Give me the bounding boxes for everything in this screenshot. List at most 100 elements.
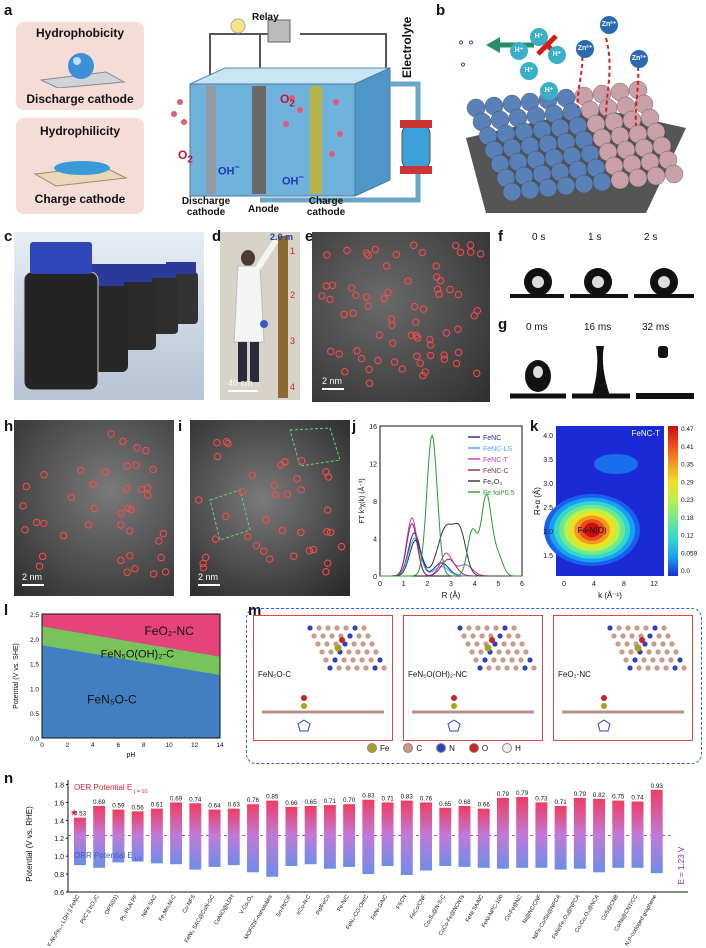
structure-box-2: FeO₂-NC: [553, 615, 693, 741]
legend-item-c: C: [403, 743, 422, 753]
oer-bar: [304, 805, 317, 836]
catalyst-label: Pd/FeCo: [315, 894, 331, 916]
zn-ion: Zn²⁺: [600, 16, 618, 34]
atom-marker: [328, 281, 337, 289]
y-tick-label: 0.0: [30, 736, 39, 743]
lattice-atom: [677, 657, 683, 663]
lattice-atom: [355, 649, 361, 655]
orr-bar: [420, 835, 432, 871]
atom-marker: [322, 282, 331, 290]
legend-label: FeNC-LS: [483, 446, 513, 453]
lattice-atom: [504, 665, 510, 671]
legend-label: N: [449, 743, 455, 753]
lattice-atom: [647, 633, 653, 639]
atom-marker: [388, 321, 396, 329]
lattice-atom: [461, 633, 467, 639]
lattice-atom: [527, 657, 533, 663]
x-axis-label: R (Å): [442, 591, 461, 600]
gap-value-label: 0.71: [554, 799, 567, 806]
atom-marker: [353, 347, 361, 355]
catalyst-label: Pt/C || IrO₂/C: [80, 894, 101, 925]
oer-bar: [150, 808, 163, 836]
panel-label-d: d: [212, 228, 222, 245]
colorbar: [668, 426, 678, 576]
oer-bar: [400, 800, 413, 836]
panel-label-j: j: [352, 418, 357, 435]
lattice-atom: [669, 641, 675, 647]
atomic-structure-1: [412, 625, 537, 732]
oer-bar: [362, 799, 375, 836]
lattice-atom: [307, 625, 313, 631]
person-illustration: [233, 236, 288, 398]
atom-marker: [19, 502, 27, 510]
atom-marker: [252, 542, 261, 550]
atom-marker: [454, 325, 462, 333]
hydrophobicity-title: Hydrophobicity: [35, 26, 124, 40]
atom-marker: [124, 504, 132, 513]
lattice-atom: [470, 633, 476, 639]
lattice-atom: [323, 657, 329, 663]
y-tick-label: 0.5: [30, 711, 39, 718]
surface-sphere: [502, 182, 522, 202]
panel-label-i: i: [178, 418, 183, 435]
time-f-0: 0 s: [532, 232, 546, 243]
lattice-atom: [616, 625, 622, 631]
lattice-atom: [469, 649, 475, 655]
atom-marker: [90, 504, 98, 513]
atom-marker: [407, 331, 416, 340]
hydrophobicity-box: Hydrophobicity Discharge cathode: [16, 22, 144, 110]
lattice-atom: [620, 633, 626, 639]
atom-marker: [323, 528, 331, 536]
atom-marker: [466, 248, 475, 256]
y-tick-label: 1.0: [54, 854, 64, 861]
x-tick-label: 4: [592, 581, 596, 588]
y-tick-label: 0.6: [54, 890, 64, 897]
atom-marker: [213, 452, 222, 461]
legend-label: FeNC: [483, 435, 501, 442]
atom-marker: [375, 331, 384, 339]
time-f-2: 2 s: [644, 232, 658, 243]
legend-label: FeNC-C: [483, 468, 509, 475]
atom-marker: [40, 519, 48, 528]
atom-marker: [271, 491, 280, 499]
lattice-atom: [474, 641, 480, 647]
x-tick-label: 8: [142, 742, 146, 749]
oer-bar: [612, 800, 625, 836]
y-axis-label: R+α (Å): [533, 487, 542, 515]
lattice-atom: [372, 665, 378, 671]
lattice-atom: [629, 633, 635, 639]
pentagon-icon: [597, 719, 611, 732]
lattice-atom: [654, 665, 660, 671]
lattice-atom: [352, 625, 358, 631]
atom-marker: [337, 542, 346, 551]
structure-label: FeN₅O(OH)₂-NC: [408, 670, 468, 679]
legend-label: Fe₂O₃: [483, 479, 502, 486]
atom-marker: [446, 285, 454, 294]
atom-marker: [318, 292, 326, 300]
region-label: FeN₅O(OH)₂-C: [101, 649, 175, 661]
atom-marker: [132, 461, 140, 469]
lattice-atom: [632, 657, 638, 663]
atom-marker: [362, 293, 371, 301]
atom-marker: [260, 547, 268, 555]
atom-marker: [297, 528, 305, 537]
o-atom: [639, 637, 645, 643]
mark-1: 1: [290, 246, 296, 256]
oer-legend-label: OER Potential E: [74, 783, 132, 792]
atom-marker: [473, 369, 481, 377]
lattice-atom: [496, 649, 502, 655]
y-tick-label: 0: [373, 574, 377, 581]
gap-value-label: 0.83: [401, 794, 414, 801]
gap-value-label: 0.66: [478, 802, 491, 809]
atom-marker: [224, 439, 232, 448]
time-g-2: 32 ms: [642, 322, 670, 333]
fe-side-atom: [451, 703, 457, 709]
atom-marker: [382, 262, 391, 270]
x-axis-label: k (Å⁻¹): [598, 591, 622, 600]
bottom-anode: Anode: [248, 204, 280, 215]
atom-marker: [326, 528, 335, 536]
lattice-atom: [373, 649, 379, 655]
lattice-atom: [364, 649, 370, 655]
y-tick-label: 1.2: [54, 836, 64, 843]
gap-value-label: 0.64: [208, 803, 221, 810]
